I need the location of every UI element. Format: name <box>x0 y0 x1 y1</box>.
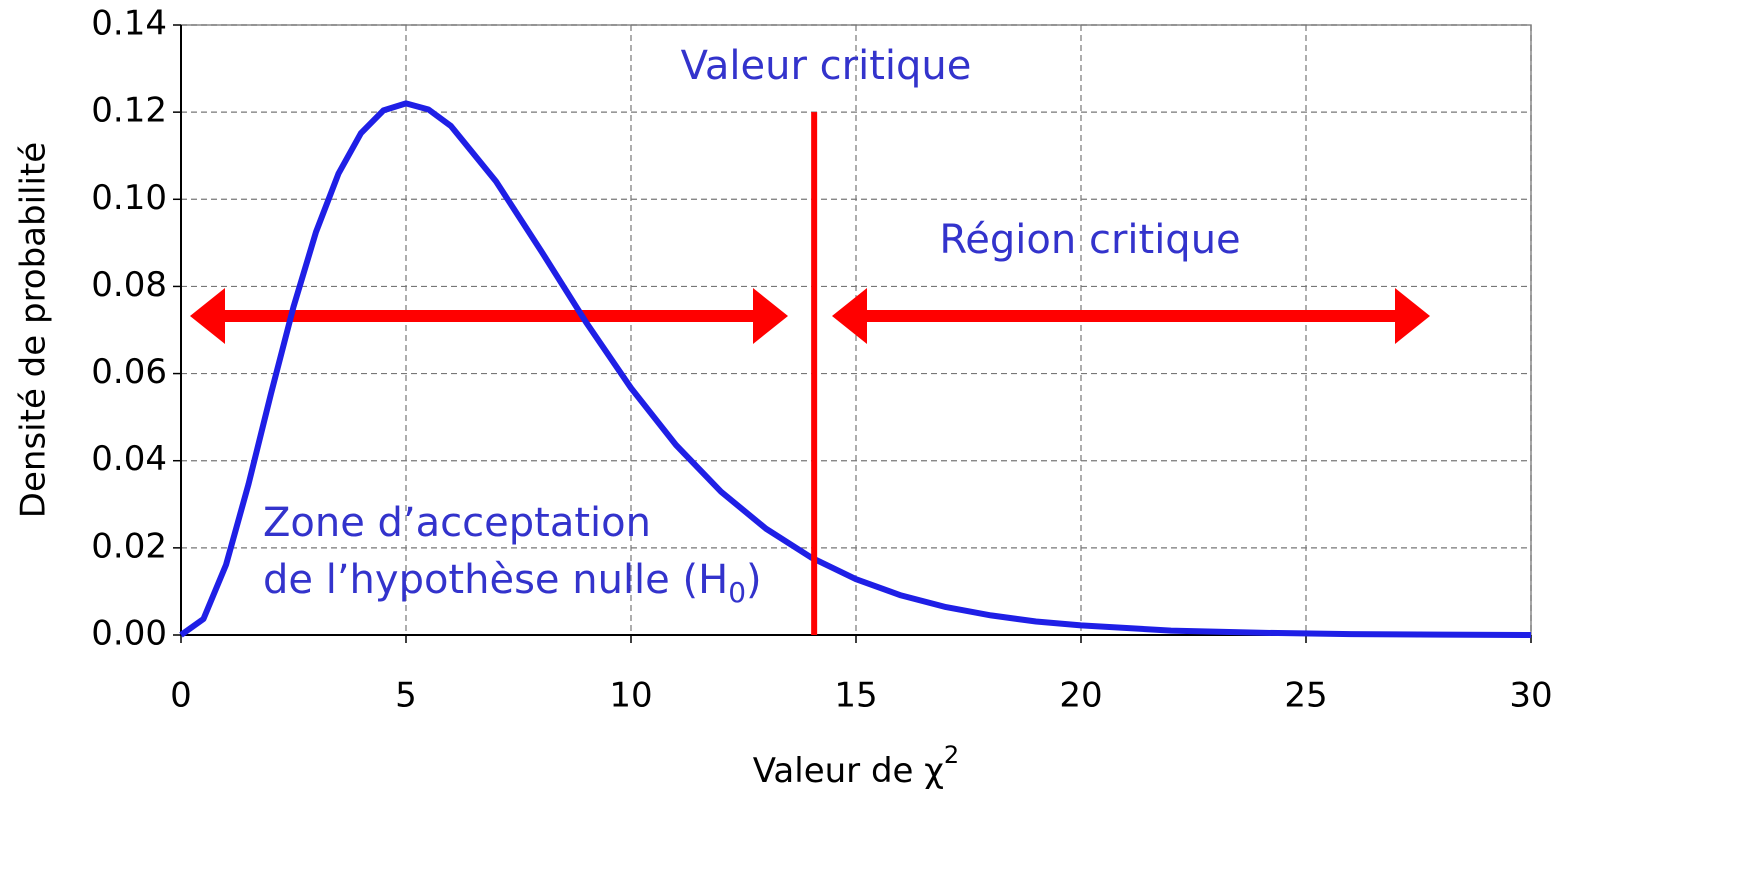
x-tick-label: 0 <box>170 676 192 716</box>
y-tick-label: 0.08 <box>91 265 167 305</box>
x-axis-label-sup: 2 <box>944 741 959 769</box>
acceptance-label-1: Zone d’acceptation <box>263 500 651 546</box>
arrow-right-head-a <box>832 288 867 344</box>
arrow-left-shaft <box>220 310 760 322</box>
x-tick-label: 5 <box>395 676 417 716</box>
y-tick-label: 0.04 <box>91 439 167 479</box>
x-axis-label: Valeur de χ2 <box>753 741 959 791</box>
x-tick-label: 25 <box>1284 676 1327 716</box>
y-tick-label: 0.00 <box>91 614 167 654</box>
arrow-right-shaft <box>862 310 1402 322</box>
y-tick-label: 0.10 <box>91 178 167 218</box>
acceptance-text: de l’hypothèse nulle (H <box>263 557 728 603</box>
critical-region-label: Région critique <box>939 217 1240 263</box>
arrows <box>190 288 1430 344</box>
acceptance-label-2: de l’hypothèse nulle (H0) <box>263 557 762 609</box>
critical-value-label: Valeur critique <box>681 43 972 89</box>
y-tick-label: 0.14 <box>91 4 167 44</box>
acceptance-sub: 0 <box>728 576 746 609</box>
y-axis-label: Densité de probabilité <box>14 142 54 518</box>
x-tick-label: 30 <box>1509 676 1552 716</box>
y-tick-label: 0.12 <box>91 91 167 131</box>
density-curve <box>179 100 1532 638</box>
x-tick-label: 20 <box>1059 676 1102 716</box>
x-tick-label: 10 <box>609 676 652 716</box>
x-axis-label-main: Valeur de χ <box>753 751 944 791</box>
x-tick-label: 15 <box>834 676 877 716</box>
arrow-left-head-b <box>753 288 788 344</box>
acceptance-end: ) <box>746 557 762 603</box>
y-tick-label: 0.06 <box>91 352 167 392</box>
grid <box>180 24 1532 636</box>
arrow-left-head-a <box>190 288 225 344</box>
arrow-right-head-b <box>1395 288 1430 344</box>
y-tick-label: 0.02 <box>91 526 167 566</box>
